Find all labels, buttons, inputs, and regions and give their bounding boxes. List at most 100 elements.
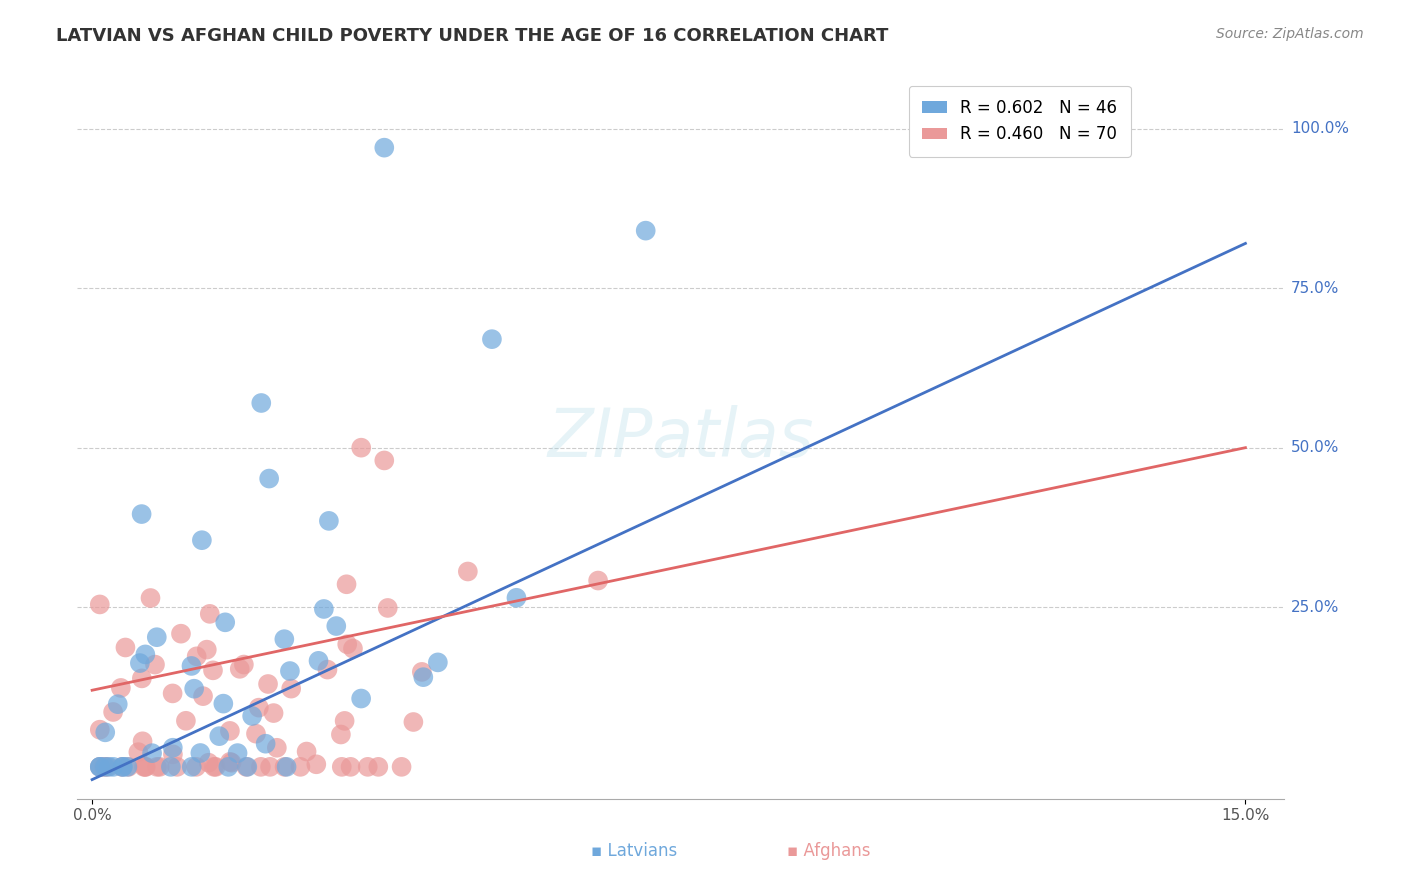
Latvians <box>117 760 139 774</box>
Afghans <box>186 649 208 664</box>
Afghans <box>139 591 162 605</box>
Afghans <box>174 714 197 728</box>
Latvians <box>214 615 236 630</box>
Latvians <box>131 507 153 521</box>
Latvians <box>373 141 395 155</box>
Afghans <box>219 723 242 738</box>
Afghans <box>333 714 356 728</box>
Latvians <box>236 760 259 774</box>
Text: ZIPatlas: ZIPatlas <box>547 405 814 471</box>
Afghans <box>166 760 188 774</box>
Latvians <box>94 725 117 739</box>
Text: Source: ZipAtlas.com: Source: ZipAtlas.com <box>1216 27 1364 41</box>
Afghans <box>457 565 479 579</box>
Latvians <box>180 659 202 673</box>
Latvians <box>162 740 184 755</box>
Latvians <box>634 224 657 238</box>
Afghans <box>101 705 124 719</box>
Latvians <box>325 619 347 633</box>
Latvians <box>278 664 301 678</box>
Latvians <box>276 760 298 774</box>
Afghans <box>143 657 166 672</box>
Afghans <box>162 686 184 700</box>
Afghans <box>204 760 226 774</box>
Afghans <box>135 760 157 774</box>
Latvians <box>94 760 117 774</box>
Afghans <box>96 760 118 774</box>
Latvians <box>111 760 134 774</box>
Latvians <box>208 729 231 743</box>
Afghans <box>305 757 328 772</box>
Afghans <box>146 760 169 774</box>
Text: ▪ Latvians: ▪ Latvians <box>591 842 676 860</box>
Text: ▪ Afghans: ▪ Afghans <box>787 842 870 860</box>
Afghans <box>132 760 155 774</box>
Latvians <box>107 697 129 711</box>
Text: 100.0%: 100.0% <box>1291 121 1348 136</box>
Afghans <box>257 677 280 691</box>
Afghans <box>89 723 111 737</box>
Afghans <box>114 640 136 655</box>
Afghans <box>339 760 361 774</box>
Latvians <box>191 533 214 548</box>
Latvians <box>89 760 111 774</box>
Afghans <box>342 641 364 656</box>
Afghans <box>290 760 312 774</box>
Text: LATVIAN VS AFGHAN CHILD POVERTY UNDER THE AGE OF 16 CORRELATION CHART: LATVIAN VS AFGHAN CHILD POVERTY UNDER TH… <box>56 27 889 45</box>
Afghans <box>411 665 433 679</box>
Text: 25.0%: 25.0% <box>1291 599 1339 615</box>
Latvians <box>217 760 239 774</box>
Latvians <box>160 760 183 774</box>
Afghans <box>357 760 380 774</box>
Afghans <box>117 760 139 774</box>
Afghans <box>259 760 281 774</box>
Afghans <box>131 672 153 686</box>
Afghans <box>367 760 389 774</box>
Afghans <box>335 577 357 591</box>
Afghans <box>329 727 352 741</box>
Latvians <box>318 514 340 528</box>
Afghans <box>373 453 395 467</box>
Afghans <box>149 760 172 774</box>
Afghans <box>586 574 609 588</box>
Afghans <box>162 747 184 762</box>
Latvians <box>240 709 263 723</box>
Afghans <box>336 637 359 651</box>
Latvians <box>273 632 295 647</box>
Afghans <box>247 700 270 714</box>
Afghans <box>93 760 115 774</box>
Afghans <box>295 745 318 759</box>
Afghans <box>330 760 353 774</box>
Latvians <box>103 760 125 774</box>
Latvians <box>134 648 156 662</box>
Afghans <box>134 760 156 774</box>
Latvians <box>141 746 163 760</box>
Latvians <box>250 396 273 410</box>
Text: 75.0%: 75.0% <box>1291 281 1339 295</box>
Text: 50.0%: 50.0% <box>1291 440 1339 455</box>
Afghans <box>232 657 254 672</box>
Latvians <box>312 602 335 616</box>
Afghans <box>235 760 257 774</box>
Latvians <box>128 656 150 670</box>
Latvians <box>89 760 111 774</box>
Afghans <box>89 760 111 774</box>
Latvians <box>412 670 434 684</box>
Afghans <box>245 727 267 741</box>
Latvians <box>183 681 205 696</box>
Afghans <box>273 760 295 774</box>
Afghans <box>170 626 193 640</box>
Afghans <box>250 760 273 774</box>
Afghans <box>350 441 373 455</box>
Afghans <box>391 760 413 774</box>
Afghans <box>201 664 224 678</box>
Afghans <box>202 760 225 774</box>
Afghans <box>377 601 399 615</box>
Afghans <box>266 740 288 755</box>
Afghans <box>191 689 214 703</box>
Afghans <box>219 755 242 769</box>
Latvians <box>481 332 503 346</box>
Latvians <box>350 691 373 706</box>
Latvians <box>308 654 330 668</box>
Latvians <box>254 737 277 751</box>
